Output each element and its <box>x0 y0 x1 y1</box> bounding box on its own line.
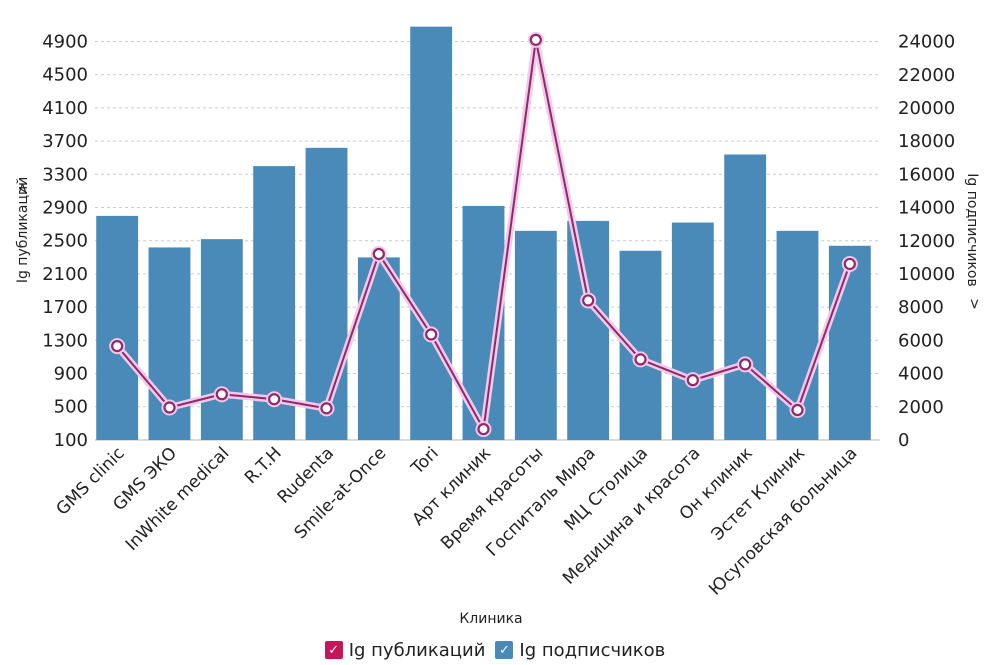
left-axis: 100 500 900 1300 1700 2100 2500 2900 3300 3700 410… <box>42 32 88 451</box>
y-left-tick-label: 4500 <box>42 65 88 86</box>
legend: ✓ Ig публикаций ✓ Ig подписчиков <box>0 636 990 664</box>
category-tick-label: Tori <box>407 443 443 479</box>
y-left-tick-label: 2500 <box>42 231 88 252</box>
y-left-tick-label: 2100 <box>42 264 88 285</box>
y-right-chevron-icon[interactable]: > <box>966 298 982 310</box>
bar[interactable] <box>305 147 348 440</box>
bar[interactable] <box>410 26 453 440</box>
bars-series-ig-subscribers <box>96 26 871 441</box>
y-right-tick-label: 16000 <box>898 164 955 185</box>
bar[interactable] <box>357 257 400 440</box>
y-left-tick-label: 100 <box>54 430 88 451</box>
legend-label-ig-subscribers: Ig подписчиков <box>519 639 666 661</box>
data-point[interactable] <box>320 402 333 415</box>
bar[interactable] <box>96 215 139 440</box>
y-right-tick-label: 22000 <box>898 65 955 86</box>
bar[interactable] <box>828 245 871 440</box>
y-left-tick-label: 3700 <box>42 131 88 152</box>
y-right-tick-label: 18000 <box>898 131 955 152</box>
bar[interactable] <box>724 154 767 441</box>
data-point[interactable] <box>843 257 856 271</box>
y-left-axis-title[interactable]: Ig публикаций <box>15 177 31 283</box>
combo-chart: 100 500 900 1300 1700 2100 2500 2900 3300 3700 410… <box>15 26 982 627</box>
legend-checkbox-icon[interactable]: ✓ <box>324 641 343 659</box>
data-point[interactable] <box>425 328 438 341</box>
y-right-tick-label: 14000 <box>898 198 955 219</box>
data-point[interactable] <box>268 393 281 406</box>
bar[interactable] <box>200 239 243 440</box>
bar[interactable] <box>514 230 557 440</box>
y-left-tick-label: 3300 <box>42 164 88 185</box>
y-left-tick-label: 900 <box>54 364 88 385</box>
data-point[interactable] <box>686 374 699 387</box>
legend-item-ig-posts[interactable]: ✓ Ig публикаций <box>324 639 486 661</box>
y-right-tick-label: 2000 <box>898 397 944 418</box>
y-right-tick-label: 4000 <box>898 364 944 385</box>
y-left-tick-label: 500 <box>54 397 88 418</box>
data-point[interactable] <box>529 33 542 46</box>
data-point[interactable] <box>791 403 804 417</box>
y-right-tick-label: 6000 <box>898 330 944 351</box>
legend-item-ig-subscribers[interactable]: ✓ Ig подписчиков <box>495 640 665 661</box>
y-right-tick-label: 24000 <box>898 32 955 53</box>
y-left-title-group[interactable]: Ig публикаций <box>15 177 31 283</box>
data-point[interactable] <box>477 423 490 436</box>
y-left-chevron-icon[interactable]: > <box>15 182 31 194</box>
y-left-tick-label: 2900 <box>42 198 88 219</box>
y-right-tick-label: 8000 <box>898 297 944 318</box>
category-tick-label: R.T.H <box>241 443 286 488</box>
y-right-tick-label: 20000 <box>898 98 955 119</box>
data-point[interactable] <box>215 388 228 401</box>
data-point[interactable] <box>634 353 647 366</box>
data-point[interactable] <box>582 294 595 307</box>
data-point[interactable] <box>163 401 176 414</box>
bar[interactable] <box>671 222 714 440</box>
bar[interactable] <box>567 220 610 440</box>
line-series-ig-posts <box>109 31 858 438</box>
x-axis-title: Клиника <box>459 611 522 627</box>
y-right-tick-label: 10000 <box>898 264 955 285</box>
category-tick-label: Smile-at-Once <box>291 443 391 543</box>
data-point[interactable] <box>111 340 124 353</box>
legend-checkbox-icon[interactable]: ✓ <box>495 641 514 659</box>
category-tick-label: Эстет Клиник <box>708 443 809 544</box>
data-point[interactable] <box>372 247 385 261</box>
y-left-tick-label: 4900 <box>42 32 88 53</box>
y-left-tick-label: 4100 <box>42 98 88 119</box>
data-point[interactable] <box>739 358 752 371</box>
right-axis: 0 2000 4000 6000 8000 10000 12000 14000 16000 180… <box>898 32 955 451</box>
y-right-tick-label: 12000 <box>898 231 955 252</box>
y-right-title-group[interactable]: Ig подписчиков <box>964 173 980 286</box>
y-right-tick-label: 0 <box>898 430 909 451</box>
legend-label-ig-posts: Ig публикаций <box>348 639 486 661</box>
y-left-tick-label: 1300 <box>42 330 88 351</box>
y-right-axis-title[interactable]: Ig подписчиков <box>964 173 980 286</box>
y-left-tick-label: 1700 <box>42 297 88 318</box>
